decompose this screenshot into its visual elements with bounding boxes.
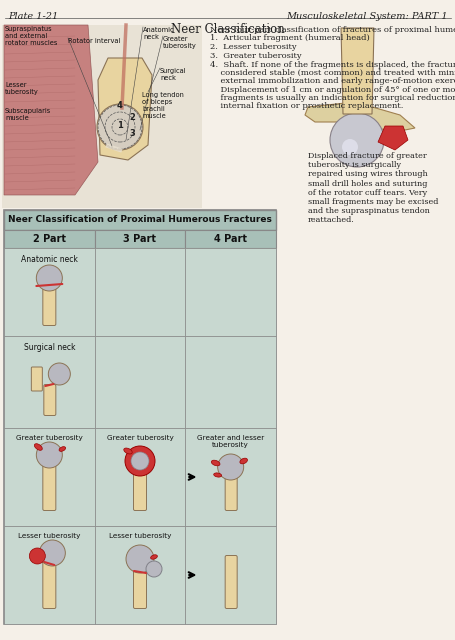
FancyBboxPatch shape xyxy=(95,336,185,428)
Circle shape xyxy=(29,548,45,564)
Text: 4 Part: 4 Part xyxy=(214,234,247,244)
Text: Long tendon
of biceps
brachii
muscle: Long tendon of biceps brachii muscle xyxy=(142,92,183,119)
Polygon shape xyxy=(377,126,407,150)
FancyBboxPatch shape xyxy=(185,248,275,336)
Text: Greater tuberosity: Greater tuberosity xyxy=(106,435,173,441)
Ellipse shape xyxy=(150,555,157,559)
Text: 4: 4 xyxy=(117,100,123,109)
FancyBboxPatch shape xyxy=(4,248,95,336)
Text: Displacement of 1 cm or angulation of 45° of one or more: Displacement of 1 cm or angulation of 45… xyxy=(210,86,455,93)
Text: fragments is usually an indication for surgical reduction and: fragments is usually an indication for s… xyxy=(210,94,455,102)
Circle shape xyxy=(146,561,162,577)
Text: 2.  Lesser tuberosity: 2. Lesser tuberosity xyxy=(210,43,296,51)
Text: 3: 3 xyxy=(129,129,135,138)
Circle shape xyxy=(48,363,70,385)
FancyBboxPatch shape xyxy=(95,526,185,624)
Text: Greater and lesser
tuberosity: Greater and lesser tuberosity xyxy=(197,435,264,448)
Circle shape xyxy=(217,454,243,480)
Text: Neer Classification of Proximal Humerous Fractures: Neer Classification of Proximal Humerous… xyxy=(8,216,271,225)
FancyBboxPatch shape xyxy=(4,526,95,624)
Text: 1.  Articular fragment (humeral head): 1. Articular fragment (humeral head) xyxy=(210,34,369,42)
FancyBboxPatch shape xyxy=(4,336,95,428)
Text: Anatomic neck: Anatomic neck xyxy=(21,255,78,264)
Text: 4.  Shaft. If none of the fragments is displaced, the fracture is: 4. Shaft. If none of the fragments is di… xyxy=(210,61,455,69)
FancyBboxPatch shape xyxy=(95,428,185,526)
FancyBboxPatch shape xyxy=(4,210,275,624)
FancyBboxPatch shape xyxy=(2,25,202,208)
Text: Lesser tuberosity: Lesser tuberosity xyxy=(109,533,171,539)
Text: 2: 2 xyxy=(129,113,135,122)
Ellipse shape xyxy=(59,447,66,451)
FancyBboxPatch shape xyxy=(133,463,146,511)
Polygon shape xyxy=(340,28,373,114)
Circle shape xyxy=(36,442,62,468)
FancyBboxPatch shape xyxy=(185,526,275,624)
Circle shape xyxy=(125,446,155,476)
Circle shape xyxy=(126,545,154,573)
Text: considered stable (most common) and treated with minimal: considered stable (most common) and trea… xyxy=(210,69,455,77)
FancyBboxPatch shape xyxy=(4,230,95,248)
Ellipse shape xyxy=(213,473,221,477)
Text: 3.  Greater tuberosity: 3. Greater tuberosity xyxy=(210,52,301,60)
Text: Supraspinatus
and external
rotator muscles: Supraspinatus and external rotator muscl… xyxy=(5,26,57,46)
FancyBboxPatch shape xyxy=(133,561,146,609)
Circle shape xyxy=(39,540,65,566)
Text: 3 Part: 3 Part xyxy=(123,234,156,244)
Text: Anatomic
neck: Anatomic neck xyxy=(143,27,174,40)
Text: internal fixation or prosthetic replacement.: internal fixation or prosthetic replacem… xyxy=(210,102,403,110)
Text: Plate 1-21: Plate 1-21 xyxy=(8,12,58,21)
FancyBboxPatch shape xyxy=(4,210,275,230)
Text: 1: 1 xyxy=(117,120,123,129)
FancyBboxPatch shape xyxy=(43,556,56,609)
Text: Musculoskeletal System: PART 1: Musculoskeletal System: PART 1 xyxy=(286,12,447,21)
Text: Surgical neck: Surgical neck xyxy=(24,343,75,352)
Text: Greater
tuberosity: Greater tuberosity xyxy=(162,36,196,49)
Ellipse shape xyxy=(239,458,247,464)
Circle shape xyxy=(36,265,62,291)
Text: Rotator interval: Rotator interval xyxy=(68,38,120,44)
FancyBboxPatch shape xyxy=(95,248,185,336)
Text: Subscapularis
muscle: Subscapularis muscle xyxy=(5,108,51,121)
Ellipse shape xyxy=(211,460,219,466)
Text: Neer Classification: Neer Classification xyxy=(171,23,284,36)
FancyBboxPatch shape xyxy=(43,458,56,511)
Polygon shape xyxy=(304,102,414,132)
Text: 2 Part: 2 Part xyxy=(33,234,66,244)
FancyBboxPatch shape xyxy=(185,428,275,526)
FancyBboxPatch shape xyxy=(95,230,185,248)
Circle shape xyxy=(341,139,357,155)
Text: Lesser
tuberosity: Lesser tuberosity xyxy=(5,82,39,95)
Ellipse shape xyxy=(34,444,42,451)
FancyBboxPatch shape xyxy=(31,367,42,391)
Text: Surgical
neck: Surgical neck xyxy=(160,68,186,81)
FancyBboxPatch shape xyxy=(185,336,275,428)
FancyBboxPatch shape xyxy=(185,230,275,248)
Polygon shape xyxy=(4,25,98,195)
Circle shape xyxy=(97,104,143,150)
Circle shape xyxy=(329,113,383,167)
FancyBboxPatch shape xyxy=(44,385,56,415)
Text: Displaced fracture of greater
tuberosity is surgically
repaired using wires thro: Displaced fracture of greater tuberosity… xyxy=(307,152,437,225)
Text: Neer four-part classification of fractures of proximal humerus:: Neer four-part classification of fractur… xyxy=(210,26,455,34)
FancyBboxPatch shape xyxy=(43,280,56,326)
Polygon shape xyxy=(98,58,152,160)
FancyBboxPatch shape xyxy=(225,556,237,609)
Text: external immobilization and early range-of-motion exercise.: external immobilization and early range-… xyxy=(210,77,455,85)
Circle shape xyxy=(131,452,149,470)
Text: Greater tuberosity: Greater tuberosity xyxy=(16,435,82,441)
FancyBboxPatch shape xyxy=(4,428,95,526)
Text: Lesser tuberosity: Lesser tuberosity xyxy=(18,533,81,539)
Ellipse shape xyxy=(123,448,132,454)
FancyBboxPatch shape xyxy=(225,470,237,511)
